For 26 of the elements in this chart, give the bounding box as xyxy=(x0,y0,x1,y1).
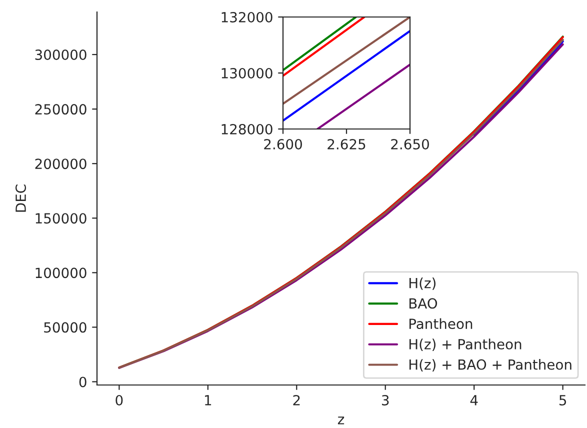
y-tick-label: 150000 xyxy=(36,213,86,224)
y-axis-title: DEC xyxy=(16,184,26,212)
y-tick-label: 50000 xyxy=(44,322,86,333)
y-tick-label: 300000 xyxy=(35,50,86,60)
y-tick-label: 132000 xyxy=(222,12,272,22)
legend-label: Pantheon xyxy=(409,318,472,330)
legend-label: H(z) + Pantheon xyxy=(409,338,522,352)
y-tick-label: 128000 xyxy=(222,124,272,134)
y-tick-label: 130000 xyxy=(222,68,272,78)
x-tick-label: 0 xyxy=(116,394,123,406)
x-tick-label: 5 xyxy=(559,395,566,406)
x-tick-label: 3 xyxy=(382,394,389,406)
x-tick-label: 2 xyxy=(293,394,300,406)
x-tick-label: 2.625 xyxy=(328,138,366,150)
x-tick-label: 2.600 xyxy=(264,138,302,150)
y-tick-label: 200000 xyxy=(35,158,86,170)
x-tick-label: 4 xyxy=(470,395,478,406)
y-tick-label: 100000 xyxy=(36,268,86,278)
x-tick-label: 1 xyxy=(205,395,212,406)
legend-label: H(z) xyxy=(409,278,436,290)
y-tick-label: 0 xyxy=(79,376,86,388)
legend-label: H(z) + BAO + Pantheon xyxy=(409,359,572,372)
y-tick-label: 250000 xyxy=(35,104,86,115)
x-axis-title: z xyxy=(338,416,344,424)
legend-label: BAO xyxy=(409,298,438,309)
x-tick-label: 2.650 xyxy=(391,138,429,150)
